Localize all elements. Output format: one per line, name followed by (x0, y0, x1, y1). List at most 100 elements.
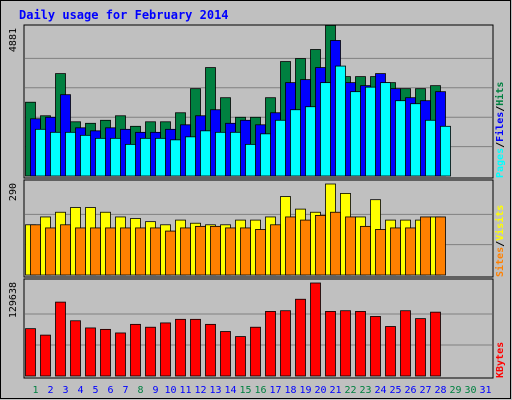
bar-kbytes-day-2 (40, 334, 51, 377)
bar-pages-day-25 (395, 100, 406, 177)
bar-sites-day-4 (75, 227, 86, 276)
bar-sites-day-10 (165, 230, 176, 276)
x-tick-label: 4 (77, 385, 83, 396)
bar-kbytes-day-28 (430, 311, 441, 377)
bar-sites-day-17 (270, 224, 281, 276)
bar-pages-day-4 (80, 134, 91, 177)
bar-kbytes-day-26 (400, 310, 411, 377)
x-tick-label: 2 (47, 385, 53, 396)
chart-panels: 4881290129638Pages/Files/HitsSites/Visit… (8, 24, 506, 379)
bar-pages-day-8 (140, 137, 151, 177)
bar-pages-day-23 (365, 86, 376, 177)
y-max-label: 290 (8, 183, 19, 201)
bar-sites-day-23 (360, 225, 371, 276)
bar-kbytes-day-18 (280, 310, 291, 377)
bar-sites-day-27 (420, 216, 431, 276)
bar-kbytes-day-13 (205, 323, 216, 377)
legend-sites: Sites (494, 247, 506, 277)
bar-pages-day-15 (245, 143, 256, 177)
x-tick-label: 25 (389, 385, 401, 396)
x-tick-label: 7 (122, 385, 128, 396)
bar-sites-day-8 (135, 227, 146, 276)
x-tick-label: 17 (269, 385, 281, 396)
bar-pages-day-5 (95, 137, 106, 177)
bar-kbytes-day-21 (325, 311, 336, 377)
bar-pages-day-19 (305, 106, 316, 177)
bar-kbytes-day-6 (100, 328, 111, 377)
x-tick-label: 13 (209, 385, 221, 396)
x-tick-label: 8 (137, 385, 143, 396)
bar-sites-day-5 (90, 227, 101, 276)
bar-pages-day-16 (260, 133, 271, 177)
x-tick-label: 1 (32, 385, 38, 396)
x-tick-label: 20 (314, 385, 326, 396)
bar-kbytes-day-11 (175, 318, 186, 377)
bar-kbytes-day-20 (310, 282, 321, 377)
bar-pages-day-20 (320, 82, 331, 177)
bar-kbytes-day-27 (415, 318, 426, 377)
bar-kbytes-day-25 (385, 326, 396, 377)
bar-sites-day-12 (195, 225, 206, 276)
bar-pages-day-27 (425, 119, 436, 177)
legend-3: KBytes (495, 342, 506, 378)
chart-title: Daily usage for February 2014 (19, 8, 229, 22)
bar-pages-day-24 (380, 82, 391, 177)
bar-kbytes-day-9 (145, 326, 156, 377)
bar-kbytes-day-8 (130, 323, 141, 377)
bar-kbytes-day-15 (235, 336, 246, 377)
bar-pages-day-6 (110, 137, 121, 177)
x-axis-labels: 1 2 3 4 5 6 7 8 9 10 11 12 13 14 15 16 17 18 19 20 21 22 23 24 2… (32, 385, 491, 396)
legend-visits: Visits (494, 205, 506, 241)
legend-pages: Pages (495, 148, 506, 178)
y-max-label: 4881 (8, 28, 19, 52)
bar-kbytes-day-10 (160, 322, 171, 377)
bar-kbytes-day-5 (85, 327, 96, 377)
x-tick-label: 19 (299, 385, 311, 396)
bar-pages-day-7 (125, 143, 136, 177)
x-tick-label: 11 (179, 385, 191, 396)
x-tick-label: 5 (92, 385, 98, 396)
bar-kbytes-day-7 (115, 332, 126, 377)
panel-1: 4881 (8, 24, 494, 179)
x-tick-label: 3 (62, 385, 68, 396)
bar-sites-day-13 (210, 225, 221, 276)
legend-files: Files (494, 112, 506, 142)
bar-pages-day-1 (35, 128, 46, 177)
bar-sites-day-15 (240, 227, 251, 276)
bar-pages-day-28 (440, 125, 451, 177)
bar-sites-day-16 (255, 229, 266, 276)
bar-sites-day-28 (435, 216, 446, 276)
legend-separator: / (495, 142, 506, 148)
x-tick-label: 23 (359, 385, 371, 396)
bar-sites-day-26 (405, 227, 416, 276)
bar-kbytes-day-19 (295, 298, 306, 377)
x-tick-label: 29 (449, 385, 461, 396)
bar-pages-day-18 (290, 109, 301, 177)
x-tick-label: 14 (224, 385, 236, 396)
x-tick-label: 12 (194, 385, 206, 396)
x-tick-label: 10 (164, 385, 176, 396)
bar-sites-day-25 (390, 227, 401, 276)
bar-sites-day-22 (345, 216, 356, 276)
bar-pages-day-17 (275, 119, 286, 177)
bar-sites-day-6 (105, 227, 116, 276)
panel-3: 129638 (8, 278, 494, 379)
x-tick-label: 15 (239, 385, 251, 396)
bar-sites-day-24 (375, 229, 386, 276)
bar-sites-day-7 (120, 227, 131, 276)
legend-separator: / (495, 106, 506, 112)
x-tick-label: 21 (329, 385, 341, 396)
bar-pages-day-3 (65, 131, 76, 177)
bar-pages-day-14 (230, 131, 241, 177)
x-tick-label: 31 (479, 385, 491, 396)
bar-pages-day-9 (155, 137, 166, 177)
bar-kbytes-day-4 (70, 320, 81, 377)
panel-2: 290 (8, 179, 494, 278)
bar-sites-day-19 (300, 219, 311, 276)
bar-pages-day-11 (185, 136, 196, 177)
x-tick-label: 28 (434, 385, 446, 396)
bar-pages-day-10 (170, 139, 181, 177)
bar-sites-day-2 (45, 227, 56, 276)
bar-kbytes-day-24 (370, 316, 381, 377)
bar-kbytes-day-1 (25, 328, 36, 377)
